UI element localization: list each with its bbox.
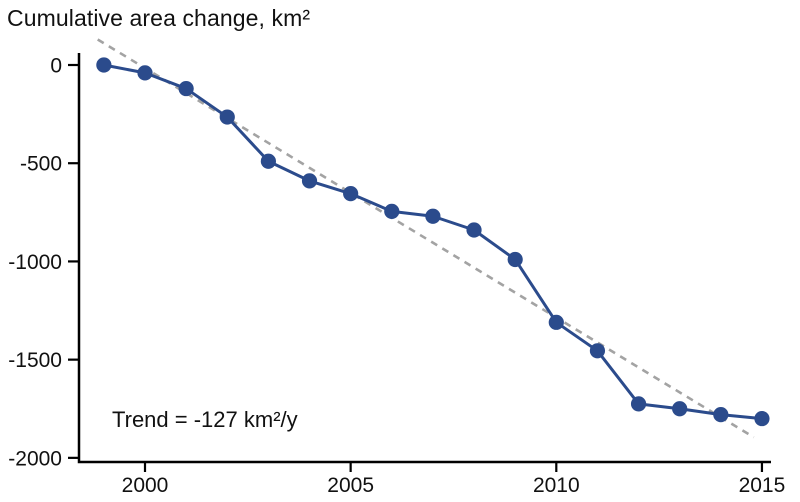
data-point [301, 173, 318, 189]
y-tick-label: -1500 [8, 349, 62, 372]
data-point [630, 396, 647, 412]
data-point [754, 410, 770, 427]
data-point [466, 222, 482, 238]
trend-line [97, 38, 755, 439]
y-tick-label: -500 [20, 153, 62, 176]
x-tick-label: 2010 [533, 474, 580, 497]
data-point [548, 314, 564, 330]
data-point [219, 109, 235, 125]
data-point [137, 65, 153, 81]
data-point [713, 407, 729, 423]
y-tick-label: -1000 [8, 251, 62, 274]
data-point [178, 80, 194, 97]
axes-lines [77, 53, 771, 464]
x-tick-label: 2015 [739, 474, 786, 497]
data-point [343, 186, 359, 202]
data-point [425, 208, 441, 224]
y-tick-label: -2000 [8, 447, 62, 470]
data-point [507, 251, 523, 268]
y-tick-label: 0 [50, 55, 62, 78]
data-point [672, 401, 688, 417]
data-point [384, 203, 400, 219]
chart-title: Cumulative area change, km² [7, 5, 311, 31]
data-point [589, 343, 606, 359]
trend-annotation: Trend = -127 km²/y [112, 407, 298, 432]
x-tick-label: 2000 [122, 474, 169, 497]
data-point [96, 57, 112, 73]
x-tick-label: 2005 [327, 474, 374, 497]
data-point [260, 153, 276, 169]
